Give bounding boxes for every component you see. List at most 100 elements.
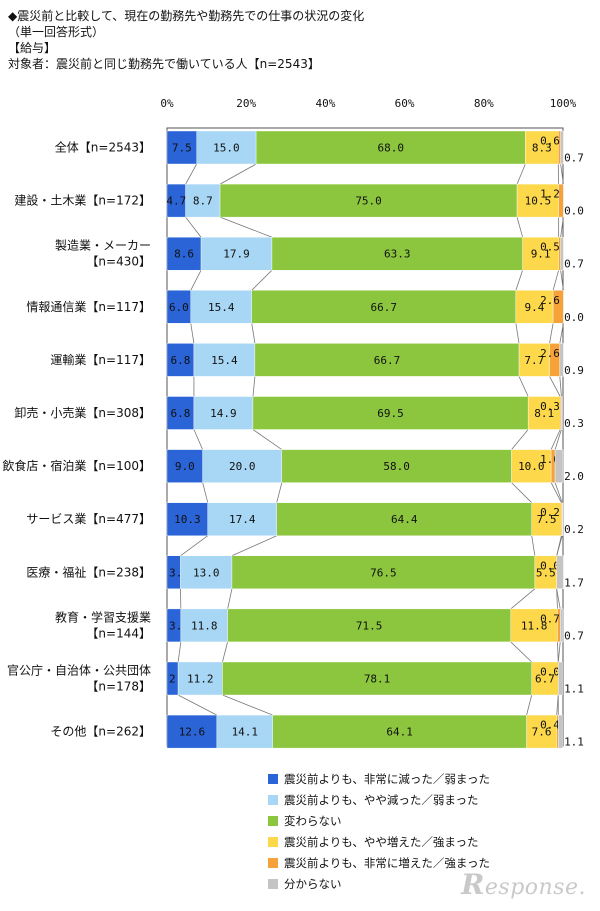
legend-entry: 震災前よりも、やや減った／弱まった [268, 792, 478, 808]
bar-segment [255, 130, 526, 165]
bar-segment [180, 608, 228, 643]
connector-line [557, 641, 559, 663]
connector-line [231, 535, 277, 557]
bar-segment [166, 502, 208, 536]
data-label: 6.8 [171, 407, 191, 420]
bar-segment [560, 236, 564, 271]
bar-segment [231, 555, 536, 589]
connector-line [193, 429, 204, 450]
bar-segment [190, 290, 252, 324]
connector-line [190, 323, 195, 344]
connector-line [515, 270, 523, 291]
legend-label: 震災前よりも、非常に減った／弱まった [284, 772, 490, 786]
bar-segment [272, 714, 527, 749]
connector-line [556, 588, 558, 609]
data-label: 0.7 [564, 629, 584, 642]
data-label: 14.9 [210, 407, 237, 420]
stacked-bar-chart: 0% 20% 40% 60% 80% 100% 全体【n=2543】 7.5 15.0 68.0 8… [2, 97, 584, 749]
legend-swatch [268, 774, 278, 784]
data-label: 10.0 [518, 460, 545, 473]
bar-segment [185, 183, 221, 218]
bar-segment [281, 449, 512, 483]
legend-entry: 分からない [268, 876, 342, 892]
connector-line [526, 694, 533, 716]
bar-segment [227, 608, 511, 643]
connector-line [531, 535, 536, 556]
bar-segment [525, 130, 559, 165]
connector-line [219, 163, 257, 185]
connector-line [252, 376, 256, 397]
data-label: 1.7 [564, 576, 584, 589]
connector-line [518, 376, 529, 397]
bar-segment [562, 502, 564, 536]
data-label: 66.7 [371, 301, 398, 314]
category-label: 全体【n=2543】 [55, 140, 151, 155]
data-label: 1.1 [564, 736, 584, 749]
data-label: 0.7 [564, 152, 584, 165]
category-label: 製造業・メーカー [55, 239, 151, 253]
data-label: 71.5 [356, 619, 383, 632]
data-label: 8.3 [532, 142, 552, 155]
bar-segment [251, 290, 517, 324]
chart-title: ◆震災前と比較して、現在の勤務先や勤務先での仕事の状況の変化 [8, 9, 365, 23]
data-label: 6.7 [535, 673, 555, 686]
bar-segment [166, 714, 218, 749]
bar-segment [252, 396, 529, 430]
legend-swatch [268, 879, 278, 889]
data-label: 64.1 [386, 726, 413, 739]
data-label: 64.4 [391, 513, 418, 526]
connector-line [554, 429, 562, 450]
bar-segment [518, 343, 550, 377]
bar-segment [510, 608, 558, 643]
connector-line [180, 535, 209, 557]
x-tick-label: 60% [395, 97, 415, 110]
data-label: 0.0 [540, 559, 560, 572]
category-label: 【n=178】 [86, 680, 151, 694]
legend-entry: 震災前よりも、やや増えた／強まった [268, 834, 478, 850]
category-label: 運輸業【n=117】 [50, 352, 151, 367]
connector-line [227, 588, 233, 609]
connector-line [560, 217, 564, 238]
connector-line [222, 641, 228, 663]
data-label: 7.6 [532, 726, 552, 739]
x-tick-label: 40% [315, 97, 335, 110]
connector-line [252, 429, 283, 450]
data-label: 8.1 [534, 407, 554, 420]
data-label: 17.4 [229, 513, 256, 526]
data-label: 0.3 [540, 400, 560, 413]
bar-segment [202, 449, 283, 483]
bar-segment [166, 343, 195, 377]
data-label: 1.2 [540, 188, 560, 201]
bar-segment [560, 130, 564, 165]
connector-line [550, 429, 561, 450]
connector-line [190, 270, 202, 291]
bar-segment [177, 661, 223, 696]
connector-line [251, 323, 256, 344]
bar-segment [558, 183, 564, 218]
bar-segment [200, 236, 273, 271]
connector-line [559, 376, 562, 397]
data-label: 6.0 [169, 301, 189, 314]
legend-swatch [268, 837, 278, 847]
x-tick-label: 0% [160, 97, 174, 110]
data-label: 0.3 [564, 417, 584, 430]
data-label: 6.8 [171, 354, 191, 367]
data-label: 17.9 [223, 248, 250, 261]
data-label: 7.5 [537, 513, 557, 526]
data-label: 8.6 [174, 248, 194, 261]
connector-line [549, 376, 561, 397]
target-label: 対象者：震災前と同じ勤務先で働いている人【n=2543】 [8, 57, 320, 71]
response-logo: Response. [461, 868, 586, 901]
category-label: 【n=430】 [86, 255, 151, 269]
category-label: 官公庁・自治体・公共団体 [7, 663, 151, 678]
data-label: 1.1 [564, 683, 584, 696]
connector-line [557, 641, 561, 663]
bar-segment [560, 608, 564, 643]
data-label: 76.5 [370, 566, 397, 579]
data-label: 0.2 [564, 523, 584, 536]
category-label: その他【n=262】 [50, 725, 151, 739]
bar-segment [527, 396, 561, 430]
bar-segment [166, 396, 195, 430]
bar-segment [196, 130, 257, 165]
data-label: 68.0 [377, 142, 404, 155]
